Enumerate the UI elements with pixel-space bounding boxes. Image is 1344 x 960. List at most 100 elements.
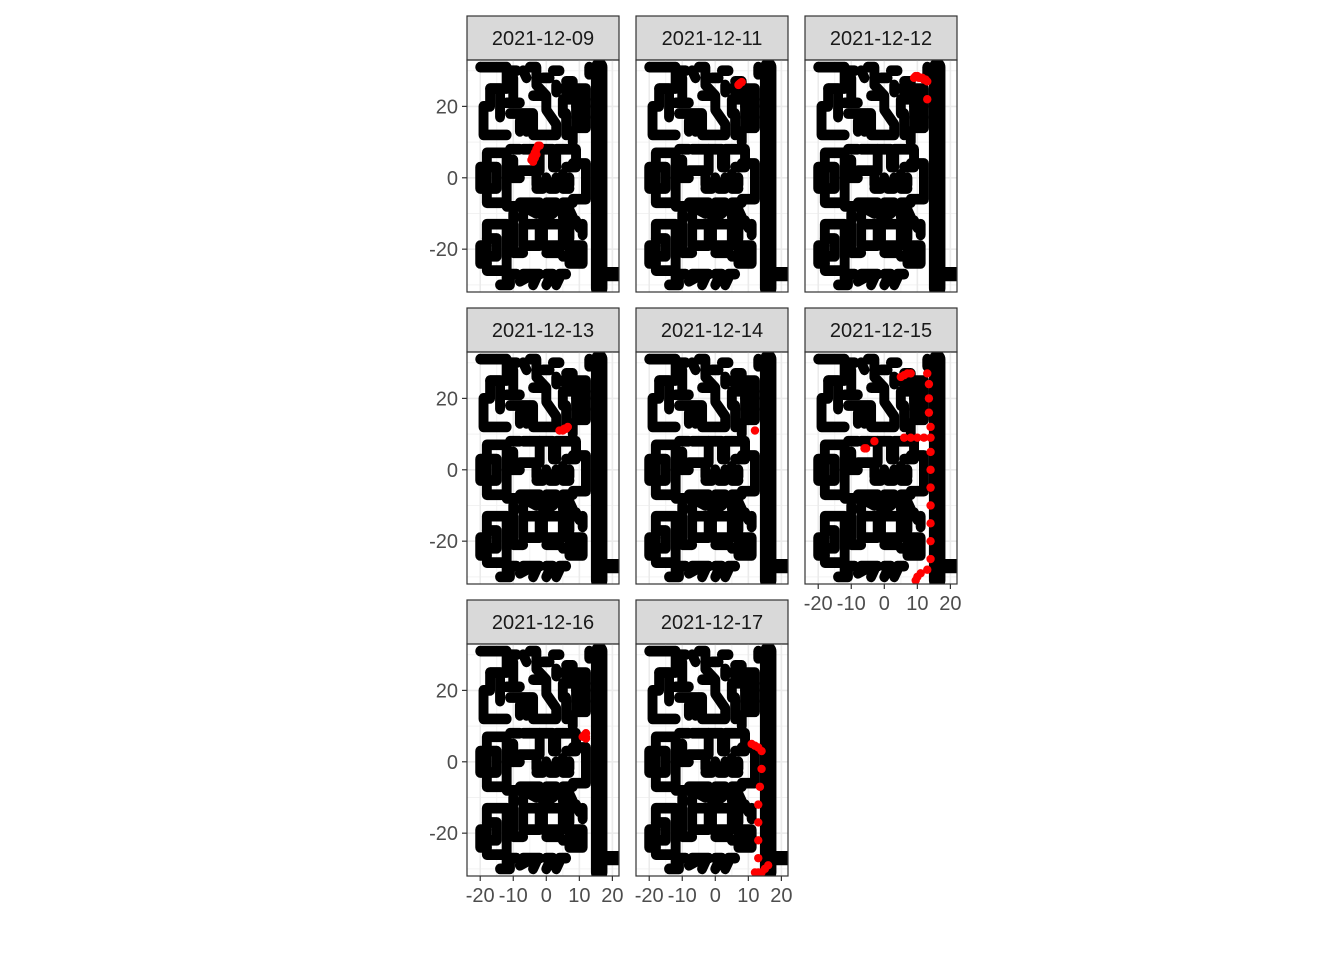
floor-plan (649, 67, 794, 288)
data-point (926, 536, 935, 546)
facet-panel: 2021-12-17 -20 -10 0 10 20 (635, 599, 794, 907)
y-tick-label: 0 (447, 752, 458, 774)
data-point (754, 800, 763, 809)
data-point (861, 444, 871, 453)
data-point (581, 732, 591, 741)
data-point (923, 369, 932, 378)
floor-plan (480, 67, 625, 288)
facet-strip (466, 307, 620, 353)
x-tick-label: 0 (710, 885, 721, 907)
facet-panel: 2021-12-15 -20 -10 0 10 20 (804, 307, 963, 615)
x-tick-label: 10 (568, 885, 590, 907)
data-point (899, 433, 909, 442)
facet-strip (804, 15, 958, 61)
x-tick-label: -10 (499, 885, 528, 907)
x-tick-label: -20 (804, 593, 833, 615)
x-tick-label: 10 (737, 885, 759, 907)
x-tick-label: 20 (770, 885, 792, 907)
data-point (763, 861, 773, 870)
x-tick-label: 20 (939, 593, 961, 615)
panel-border (635, 351, 789, 585)
facet-panel: 2021-12-13 -20 0 20 (429, 307, 625, 585)
panel-border (635, 59, 789, 293)
facet-strip-label: 2021-12-11 (662, 28, 763, 50)
data-point (923, 565, 932, 574)
facet-panel: 2021-12-12 (804, 15, 963, 293)
x-tick-label: -10 (837, 593, 866, 615)
panel-border (635, 643, 789, 877)
data-point (923, 77, 932, 86)
data-point (924, 408, 934, 417)
x-tick-label: 10 (906, 593, 928, 615)
data-point (757, 746, 766, 756)
data-point (926, 422, 935, 432)
floor-plan (818, 67, 963, 288)
floor-plan (649, 651, 794, 872)
data-point (734, 80, 744, 89)
facet-panel: 2021-12-11 (635, 15, 794, 293)
panel-border (804, 351, 958, 585)
floor-plan (818, 359, 963, 580)
data-point (558, 425, 568, 435)
floor-plan (480, 651, 625, 872)
data-point (755, 782, 765, 791)
y-tick-label: -20 (429, 531, 458, 553)
data-point (754, 853, 763, 863)
data-point (926, 501, 935, 510)
data-point (757, 764, 766, 774)
facet-strip-label: 2021-12-17 (661, 612, 763, 634)
panel-border (466, 59, 620, 293)
x-tick-label: 0 (879, 593, 890, 615)
data-point (870, 437, 879, 446)
facet-panel: 2021-12-09 -20 0 20 (429, 15, 625, 293)
floor-plan (480, 359, 625, 580)
facet-strip (635, 15, 789, 61)
facet-strip-label: 2021-12-14 (661, 320, 763, 342)
facet-plot-area (805, 60, 963, 292)
y-tick-label: -20 (429, 239, 458, 261)
y-tick-label: 20 (436, 96, 458, 118)
y-tick-label: 0 (447, 168, 458, 190)
data-point (926, 465, 935, 474)
facet-strip-label: 2021-12-09 (492, 28, 594, 50)
y-tick-label: 20 (436, 388, 458, 410)
facet-plot-area (467, 60, 625, 292)
facet-plot-area (636, 644, 794, 876)
data-point (911, 576, 920, 584)
panel-border (466, 643, 620, 877)
x-tick-label: -20 (635, 885, 664, 907)
data-point (528, 152, 537, 162)
facet-plot-area (636, 352, 794, 584)
floor-plan (649, 359, 794, 580)
data-point (924, 394, 934, 403)
data-point (754, 818, 763, 827)
data-point (926, 483, 935, 492)
facet-strip-label: 2021-12-15 (830, 320, 932, 342)
data-point (754, 836, 763, 845)
facet-plot-area (805, 352, 963, 584)
data-point (926, 447, 935, 457)
data-point (750, 868, 760, 876)
data-point (750, 426, 760, 435)
data-point (906, 433, 915, 442)
facet-strip (466, 15, 620, 61)
facet-plot-area (636, 60, 794, 292)
y-tick-label: 20 (436, 680, 458, 702)
facet-panel: 2021-12-14 (635, 307, 794, 585)
x-tick-label: -10 (668, 885, 697, 907)
facet-strip-label: 2021-12-13 (492, 320, 594, 342)
facet-strip-label: 2021-12-12 (830, 28, 932, 50)
data-point (926, 554, 935, 564)
data-point (919, 433, 929, 442)
facet-strip (804, 307, 958, 353)
y-tick-label: 0 (447, 460, 458, 482)
data-point (923, 95, 932, 104)
data-point (535, 141, 544, 150)
facet-strip (466, 599, 620, 645)
data-point (926, 519, 935, 528)
data-point (924, 379, 934, 389)
data-point (926, 433, 935, 442)
panel-border (804, 59, 958, 293)
